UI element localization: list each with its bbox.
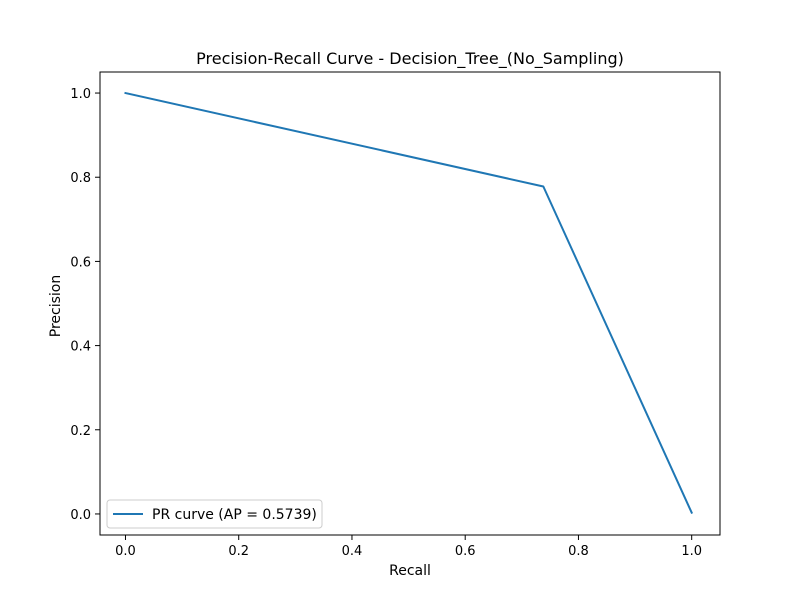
x-tick-label: 0.0 xyxy=(115,544,136,559)
legend-box xyxy=(106,499,323,529)
chart-title: Precision-Recall Curve - Decision_Tree_(… xyxy=(196,49,624,69)
axes-frame xyxy=(99,71,721,536)
y-tick-label: 0.8 xyxy=(70,171,91,186)
x-tick-label: 1.0 xyxy=(681,544,702,559)
y-tick-label: 0.0 xyxy=(70,508,91,523)
series-line-0 xyxy=(124,91,694,515)
plot-area: 0.0 0.2 0.4 0.6 0.8 1.0 0.0 0.2 0.4 0.6 0.8 1.0 xyxy=(70,71,721,559)
x-tick-label: 0.4 xyxy=(342,544,363,559)
y-tick-label: 0.2 xyxy=(70,424,91,439)
x-axis-label: Recall xyxy=(389,563,431,579)
y-tick-label: 0.6 xyxy=(70,255,91,270)
x-tick-label: 0.8 xyxy=(568,544,589,559)
y-axis-label: Precision xyxy=(48,275,64,337)
x-tick-label: 0.2 xyxy=(228,544,249,559)
x-tick-label: 0.6 xyxy=(455,544,476,559)
legend: PR curve (AP = 0.5739) xyxy=(106,499,323,529)
y-tick-label: 1.0 xyxy=(70,87,91,102)
legend-entry-label: PR curve (AP = 0.5739) xyxy=(152,507,317,523)
y-tick-label: 0.4 xyxy=(70,340,91,355)
